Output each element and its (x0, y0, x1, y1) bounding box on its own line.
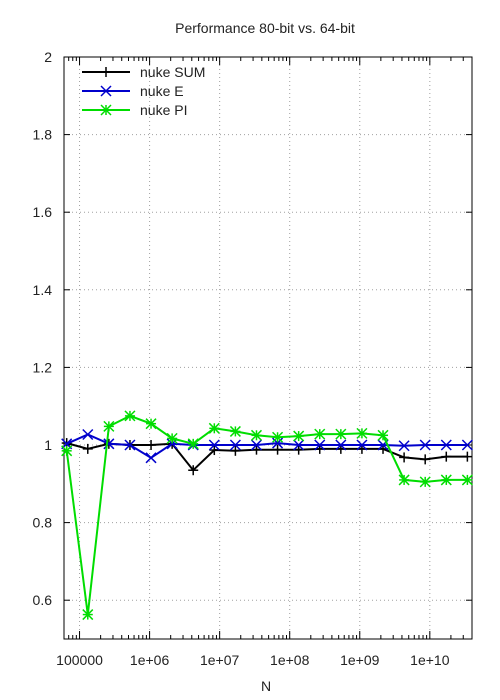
data-point (356, 427, 368, 439)
data-point (103, 438, 115, 450)
x-tick-label: 1e+10 (410, 652, 450, 668)
x-tick-label: 1e+09 (340, 652, 380, 668)
legend-entry: nuke E (82, 83, 184, 99)
data-point (101, 67, 111, 77)
data-point (124, 410, 136, 422)
chart-title: Performance 80-bit vs. 64-bit (175, 20, 355, 36)
axes: 0.6 0.8 1 1.2 1.4 1.6 1.8 2 100000 1e+06 1e+07 1e+0… (33, 49, 473, 668)
data-point (420, 454, 431, 465)
data-point (208, 422, 220, 434)
data-point (461, 439, 473, 451)
legend-label: nuke SUM (140, 64, 205, 80)
data-point (166, 432, 178, 444)
y-tick-label: 1.6 (33, 204, 53, 220)
data-point (250, 439, 263, 451)
x-axis-label: N (261, 678, 271, 694)
data-point (188, 465, 199, 476)
data-point (314, 439, 326, 451)
data-point (100, 85, 112, 97)
data-point (335, 439, 347, 451)
data-point (462, 451, 473, 462)
data-point (335, 428, 347, 440)
data-point (419, 439, 431, 451)
x-tick-label: 1e+08 (270, 652, 310, 668)
x-tick-label: 100000 (56, 652, 103, 668)
data-point (61, 445, 73, 457)
series-nuke-pi (61, 410, 473, 621)
series-line (65, 414, 468, 615)
y-tick-label: 1.8 (33, 127, 53, 143)
data-point (440, 439, 452, 451)
data-point (398, 440, 410, 452)
legend-label: nuke PI (140, 102, 187, 118)
y-tick-label: 1.2 (33, 359, 53, 375)
y-tick-label: 0.8 (33, 515, 53, 531)
grid-lines (64, 57, 472, 639)
data-point (293, 430, 305, 442)
legend-entry: nuke PI (82, 102, 187, 118)
y-tick-label: 1.4 (33, 282, 53, 298)
y-tick-label: 2 (44, 49, 52, 65)
data-point (82, 428, 94, 441)
data-point (251, 444, 262, 455)
data-point (82, 443, 93, 454)
data-point (103, 420, 115, 432)
data-series (61, 410, 473, 621)
data-point (124, 439, 136, 451)
data-point (356, 439, 368, 451)
data-point (209, 445, 220, 456)
data-point (187, 438, 199, 450)
data-point (314, 428, 326, 440)
data-point (145, 418, 157, 430)
legend: nuke SUM nuke E nuke PI (82, 64, 205, 118)
data-point (461, 474, 473, 486)
data-point (293, 439, 305, 451)
data-point (82, 609, 94, 621)
data-point (399, 452, 410, 463)
series-line (66, 433, 468, 459)
data-point (229, 425, 241, 437)
legend-label: nuke E (140, 83, 184, 99)
data-point (440, 474, 452, 486)
data-point (272, 444, 283, 455)
plot-frame (63, 56, 473, 640)
y-tick-label: 1 (44, 437, 52, 453)
data-point (100, 104, 112, 116)
data-point (208, 439, 220, 451)
data-point (230, 445, 241, 456)
data-point (272, 431, 284, 443)
data-point (250, 429, 263, 441)
data-point (419, 476, 431, 488)
data-point (398, 474, 410, 486)
y-tick-label: 0.6 (33, 592, 53, 608)
data-point (145, 452, 157, 464)
x-tick-label: 1e+06 (130, 652, 170, 668)
legend-entry: nuke SUM (82, 64, 205, 80)
data-point (293, 444, 304, 455)
data-point (377, 429, 389, 441)
data-point (229, 439, 241, 451)
data-point (441, 451, 452, 462)
series-nuke-e (61, 428, 473, 464)
x-tick-label: 1e+07 (200, 652, 240, 668)
data-point (166, 438, 178, 450)
data-point (146, 440, 157, 450)
